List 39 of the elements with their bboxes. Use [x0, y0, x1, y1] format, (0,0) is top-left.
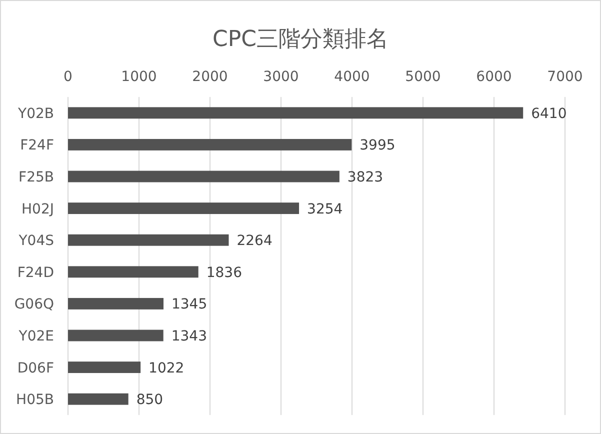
data-label: 1343: [171, 328, 207, 344]
bar: [68, 330, 164, 342]
data-label: 850: [136, 392, 164, 408]
data-label: 3823: [347, 170, 384, 186]
y-tick-label: F25B: [18, 170, 54, 186]
data-label: 6410: [531, 106, 567, 122]
x-tick-label: 5000: [405, 69, 441, 85]
bar: [68, 170, 340, 182]
x-tick-label: 1000: [121, 69, 157, 85]
y-tick-label: Y02E: [18, 328, 54, 344]
bar: [68, 202, 300, 214]
x-tick-label: 3000: [263, 69, 299, 85]
y-tick-label: G06Q: [14, 296, 54, 313]
bar: [68, 393, 128, 405]
x-tick-label: 7000: [547, 69, 583, 85]
chart-title: CPC三階分類排名: [212, 27, 388, 52]
data-label: 1345: [171, 296, 208, 313]
bar: [68, 298, 164, 310]
data-label: 3254: [307, 201, 343, 218]
x-tick-label: 2000: [192, 69, 228, 85]
bar: [68, 362, 141, 374]
x-tick-label: 0: [64, 69, 72, 85]
bar: [68, 107, 524, 119]
bar: [68, 234, 229, 246]
data-label: 1836: [206, 264, 242, 281]
y-tick-label: F24F: [20, 138, 54, 154]
bar: [68, 138, 352, 150]
y-tick-label: Y02B: [17, 106, 54, 122]
data-label: 3995: [360, 138, 396, 154]
data-label: 1022: [148, 360, 184, 376]
y-tick-label: D06F: [17, 360, 54, 376]
x-tick-label: 4000: [334, 69, 370, 85]
bar: [68, 266, 198, 278]
data-label: 2264: [236, 233, 272, 250]
y-tick-label: F24D: [17, 264, 54, 281]
y-tick-label: Y04S: [18, 233, 54, 250]
x-tick-label: 6000: [476, 69, 512, 85]
y-tick-label: H05B: [16, 392, 54, 408]
y-tick-label: H02J: [22, 201, 54, 218]
